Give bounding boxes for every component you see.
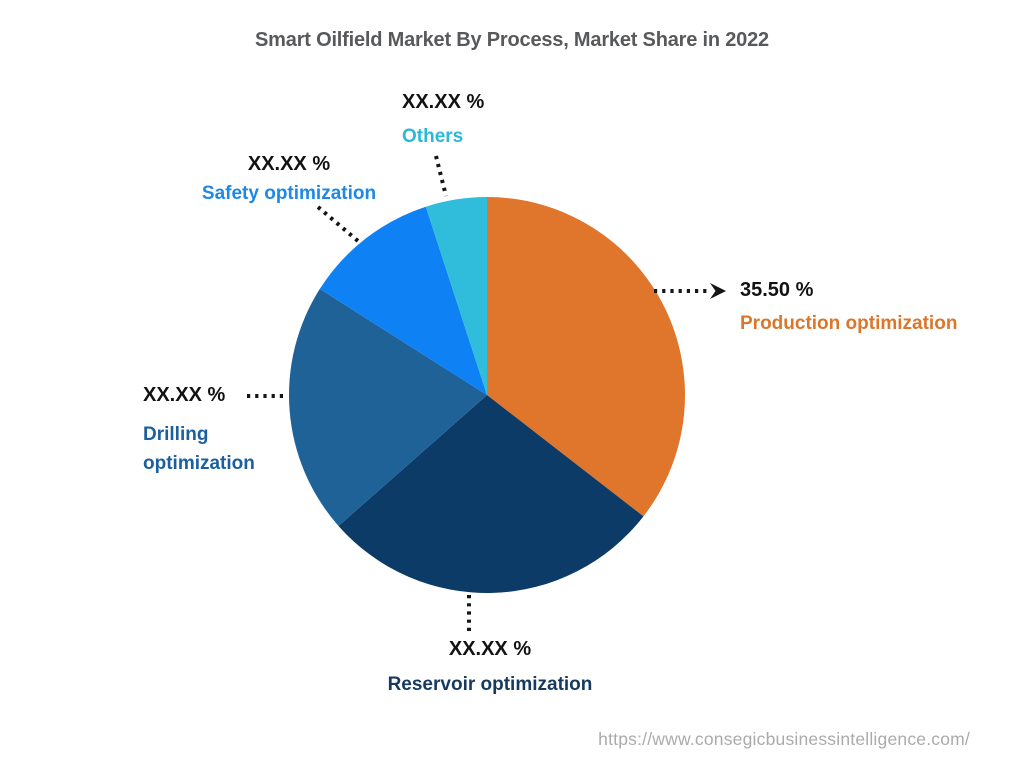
- chart-title: Smart Oilfield Market By Process, Market…: [255, 29, 769, 51]
- callout-production-optimization: 35.50 % Production optimization: [740, 280, 957, 338]
- callout-drilling-label: Drilling optimization: [143, 424, 255, 474]
- leader-arrowhead-icon: [710, 283, 726, 299]
- callout-reservoir-label: Reservoir optimization: [387, 674, 593, 695]
- pie-slice-reservoir-optimization: [338, 395, 644, 594]
- source-url: https://www.consegicbusinessintelligence…: [598, 729, 970, 749]
- callout-reservoir-value: XX.XX %: [448, 638, 532, 660]
- pie-slices: [289, 197, 686, 594]
- callout-others: XX.XX % Others: [402, 92, 484, 151]
- callout-safety-optimization: XX.XX % Safety optimization: [193, 154, 385, 208]
- callout-safety-label: Safety optimization: [201, 183, 377, 204]
- callout-others-label: Others: [402, 126, 464, 147]
- pie-slice-drilling-optimization: [289, 288, 487, 526]
- callout-production-label: Production optimization: [740, 313, 958, 334]
- leader-others: [434, 155, 448, 197]
- callout-reservoir-optimization: XX.XX % Reservoir optimization: [370, 639, 610, 699]
- callout-production-value: 35.50 %: [740, 279, 814, 301]
- callout-others-value: XX.XX %: [402, 91, 485, 113]
- callout-drilling-optimization: XX.XX % Drilling optimization: [143, 385, 273, 478]
- pie-slice-production-optimization: [487, 197, 686, 517]
- callout-safety-value: XX.XX %: [247, 153, 331, 175]
- pie-slice-others: [425, 197, 487, 395]
- pie-slice-safety-optimization: [319, 206, 487, 395]
- callout-drilling-value: XX.XX %: [143, 384, 226, 406]
- leader-safety: [316, 205, 360, 243]
